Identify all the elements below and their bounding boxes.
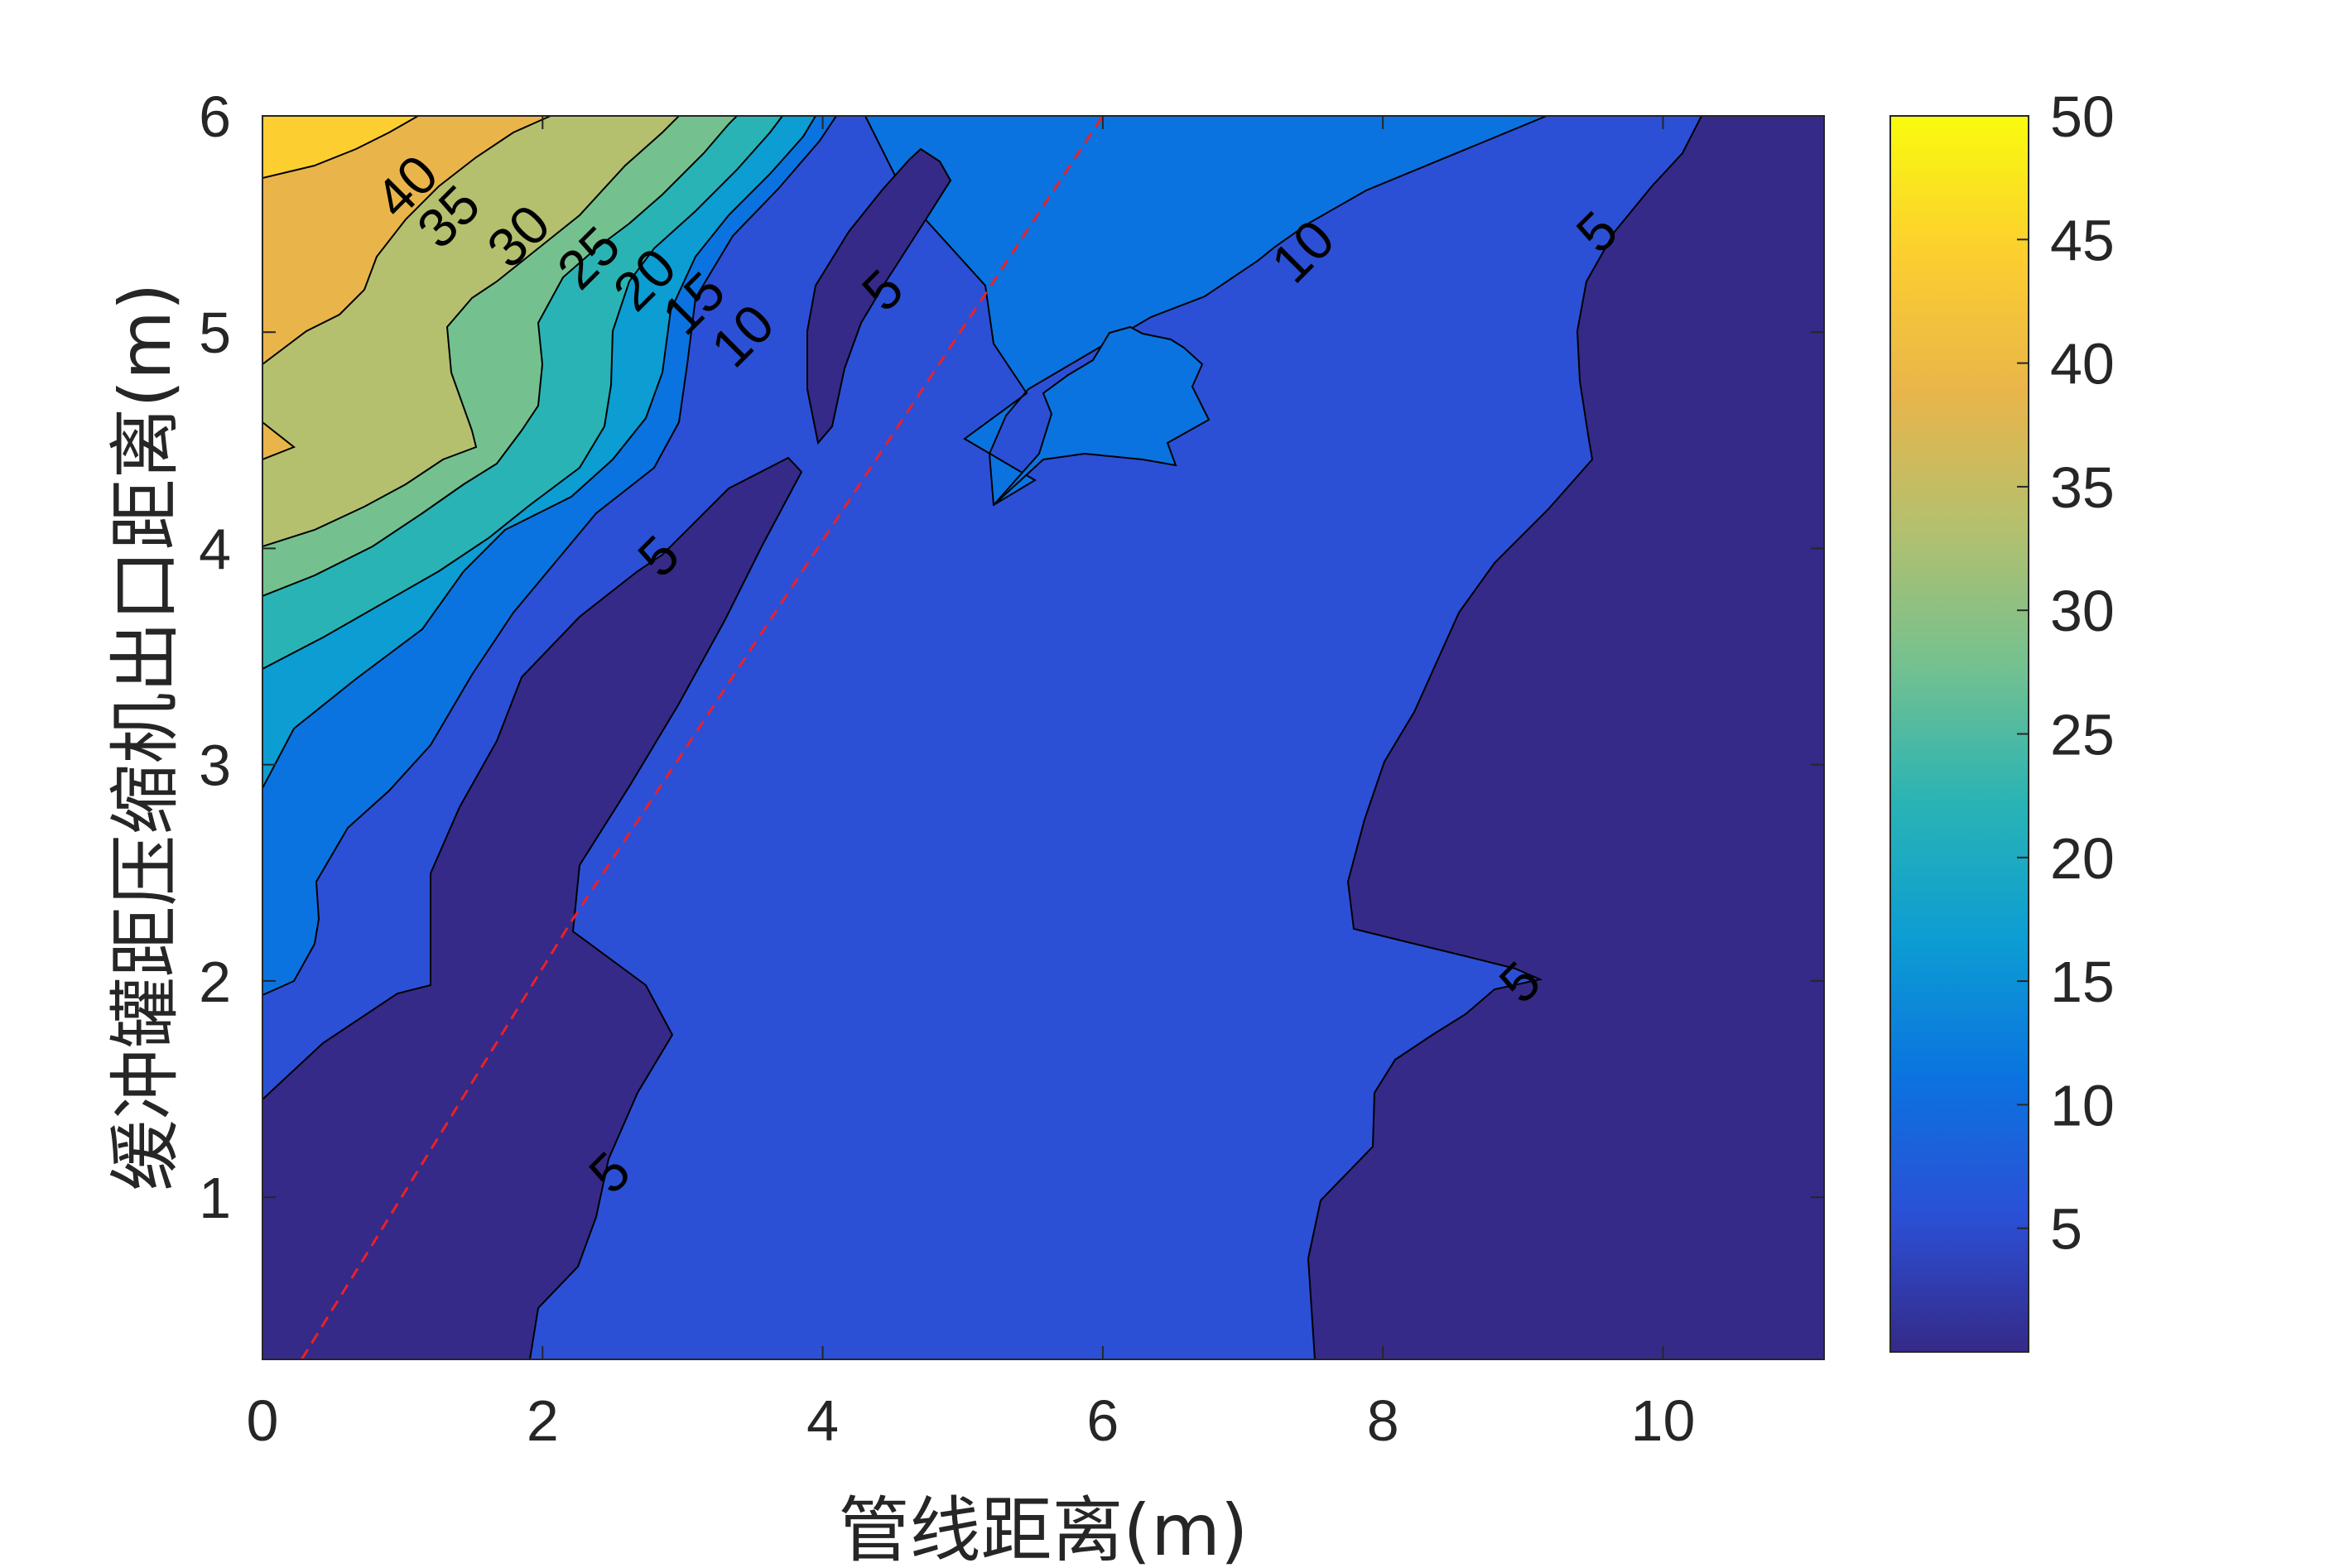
colorbar-tick-label: 45 [2050, 208, 2115, 272]
colorbar-tick-label: 25 [2050, 703, 2115, 767]
colorbar-tick-label: 35 [2050, 455, 2115, 520]
x-axis-label: 管线距离(m) [839, 1489, 1249, 1568]
y-tick-label: 6 [199, 84, 231, 149]
colorbar-tick-label: 20 [2050, 826, 2115, 891]
x-tick-label: 8 [1367, 1388, 1399, 1453]
x-tick-label: 2 [527, 1388, 559, 1453]
y-axis-label: 缓冲罐距压缩机出口距离(m) [104, 283, 187, 1191]
y-tick-label: 4 [199, 517, 231, 581]
colorbar-tick-label: 30 [2050, 579, 2115, 643]
x-tick-label: 0 [247, 1388, 279, 1453]
y-tick-label: 1 [199, 1166, 231, 1230]
colorbar-ticks: 5 10 15 20 25 30 35 40 45 50 [2017, 84, 2115, 1262]
y-tick-label: 2 [199, 950, 231, 1014]
y-tick-label: 5 [199, 301, 231, 365]
y-tick-label: 3 [199, 733, 231, 798]
colorbar-tick-label: 5 [2050, 1197, 2082, 1262]
colorbar-tick-label: 40 [2050, 332, 2115, 397]
colorbar: 5 10 15 20 25 30 35 40 45 50 [1890, 84, 2115, 1352]
x-tick-label: 4 [806, 1388, 839, 1453]
x-tick-label: 10 [1631, 1388, 1696, 1453]
colorbar-tick-label: 15 [2050, 950, 2115, 1014]
colorbar-tick-label: 10 [2050, 1073, 2115, 1138]
colorbar-tick-label: 50 [2050, 84, 2115, 149]
colorbar-bar [1890, 116, 2029, 1352]
x-tick-label: 6 [1086, 1388, 1119, 1453]
contour-regions [262, 116, 1824, 1359]
